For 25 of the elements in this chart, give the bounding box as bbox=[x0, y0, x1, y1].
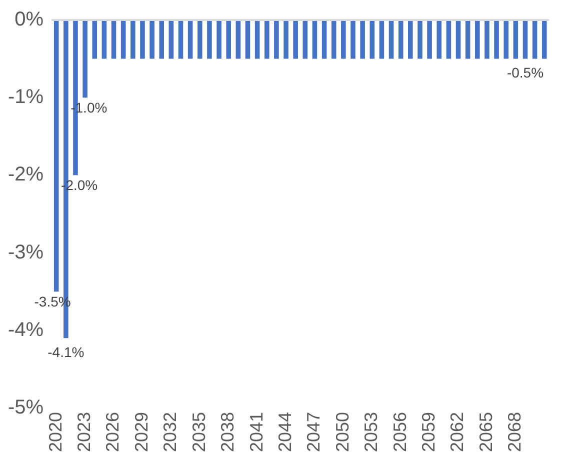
x-tick-label: 2044 bbox=[274, 412, 295, 452]
x-tick-label: 2023 bbox=[74, 412, 94, 452]
x-tick-label: 2062 bbox=[447, 412, 468, 452]
y-tick-label: 0% bbox=[14, 8, 44, 31]
x-tick-label: 2029 bbox=[131, 412, 152, 452]
x-tick-label: 2059 bbox=[418, 412, 439, 452]
x-tick-label: 2065 bbox=[476, 412, 496, 452]
y-tick-label: -5% bbox=[8, 396, 44, 418]
y-tick-label: -4% bbox=[8, 318, 44, 341]
data-label: -4.1% bbox=[48, 344, 84, 360]
x-tick-label: 2038 bbox=[218, 412, 238, 452]
x-tick-label: 2041 bbox=[246, 412, 266, 452]
x-tick-label: 2026 bbox=[102, 412, 123, 452]
x-tick-label: 2035 bbox=[188, 412, 209, 452]
y-tick-label: -1% bbox=[8, 86, 44, 108]
data-label: -0.5% bbox=[506, 64, 544, 81]
x-tick-label: 2050 bbox=[332, 412, 352, 452]
x-tick-label: 2053 bbox=[361, 412, 382, 452]
y-tick-label: -2% bbox=[8, 164, 44, 186]
x-tick-label: 2020 bbox=[45, 412, 66, 452]
x-tick-label: 2047 bbox=[304, 412, 324, 452]
x-tick-label: 2068 bbox=[504, 412, 525, 452]
x-tick-label: 2056 bbox=[390, 412, 410, 452]
y-tick-label: -3% bbox=[8, 241, 44, 264]
x-tick-label: 2032 bbox=[160, 412, 180, 452]
